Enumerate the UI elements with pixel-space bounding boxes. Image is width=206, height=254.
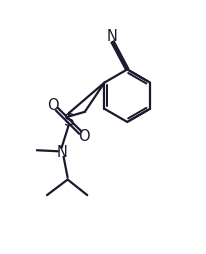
Text: N: N [107, 29, 118, 44]
Text: S: S [63, 112, 74, 130]
Text: O: O [47, 98, 59, 113]
Text: O: O [78, 129, 90, 144]
Text: N: N [56, 145, 67, 160]
